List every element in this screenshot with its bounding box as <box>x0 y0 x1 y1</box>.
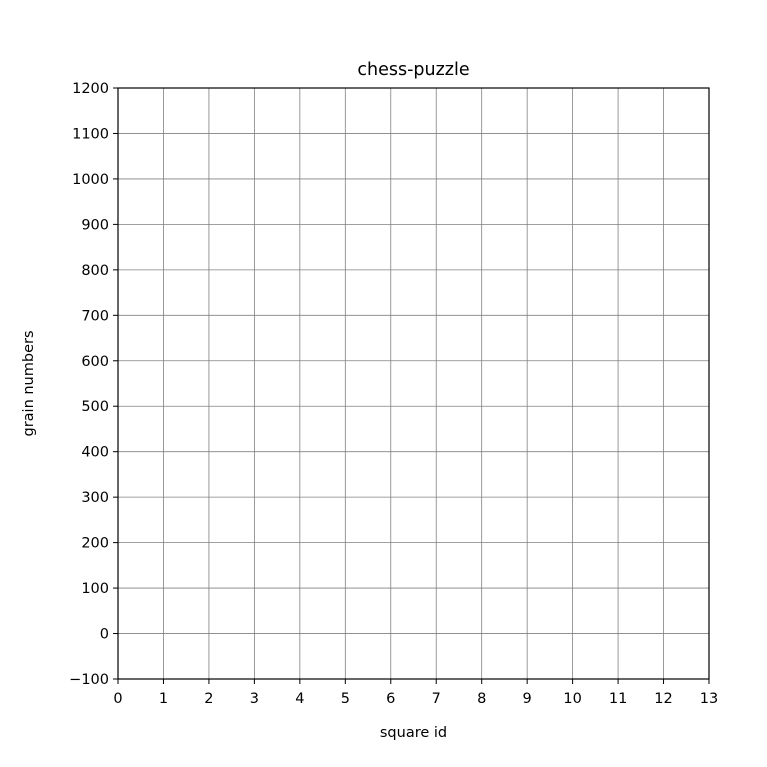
y-tick-label: 200 <box>81 536 109 552</box>
x-tick-label: 3 <box>250 691 259 707</box>
x-tick-label: 7 <box>432 691 441 707</box>
y-axis-label: grain numbers <box>21 330 37 436</box>
x-tick-label: 13 <box>700 691 718 707</box>
x-tick-label: 11 <box>609 691 627 707</box>
y-tick-label: 1000 <box>72 172 109 188</box>
x-axis: 0 1 2 3 4 5 6 7 8 9 10 11 12 13 <box>113 679 718 707</box>
y-tick-label: 900 <box>81 217 109 233</box>
plot-frame <box>117 87 710 680</box>
y-tick-label: 600 <box>81 354 109 370</box>
y-tick-label: 500 <box>81 399 109 415</box>
y-tick-label: 800 <box>81 263 109 279</box>
x-tick-label: 10 <box>563 691 581 707</box>
x-tick-label: 6 <box>386 691 395 707</box>
x-tick-label: 5 <box>341 691 350 707</box>
x-tick-label: 9 <box>523 691 532 707</box>
y-axis: −100 0 100 200 300 400 500 600 700 800 900 1000 1100… <box>69 81 118 688</box>
x-tick-label: 2 <box>204 691 213 707</box>
x-tick-label: 12 <box>654 691 672 707</box>
x-axis-label: square id <box>380 725 447 741</box>
x-tick-label: 8 <box>477 691 486 707</box>
y-tick-label: 700 <box>81 308 109 324</box>
y-tick-label: 100 <box>81 581 109 597</box>
x-tick-label: 1 <box>159 691 168 707</box>
y-tick-label: 400 <box>81 445 109 461</box>
chart-title: chess-puzzle <box>357 60 469 80</box>
y-tick-label: 300 <box>81 490 109 506</box>
x-tick-label: 4 <box>295 691 304 707</box>
y-tick-label: 0 <box>100 627 109 643</box>
y-tick-label: −100 <box>69 672 109 688</box>
y-tick-label: 1200 <box>72 81 109 97</box>
y-tick-label: 1100 <box>72 126 109 142</box>
x-tick-label: 0 <box>113 691 122 707</box>
